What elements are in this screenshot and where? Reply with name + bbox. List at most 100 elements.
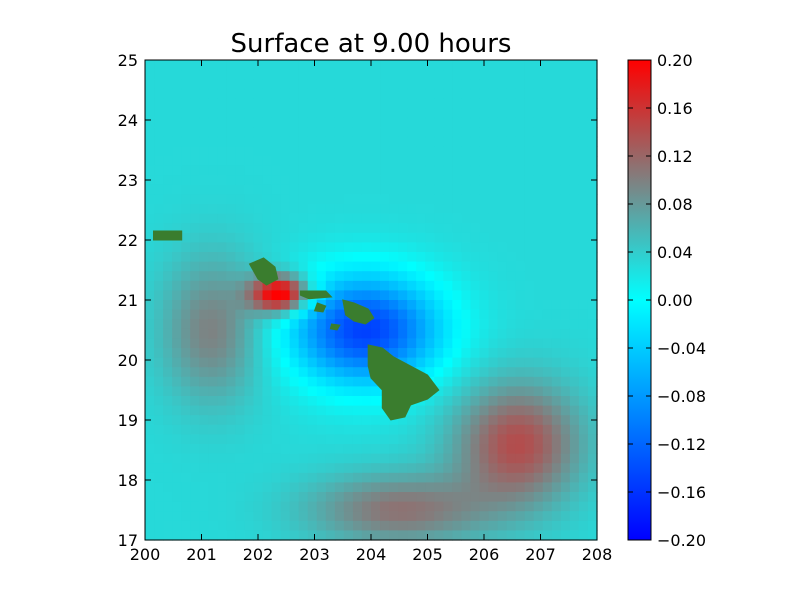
heatmap-cell — [488, 194, 499, 205]
heatmap-cell — [470, 136, 481, 147]
heatmap-cell — [515, 530, 526, 541]
heatmap-cell — [578, 338, 589, 349]
heatmap-cell — [578, 424, 589, 435]
heatmap-cell — [262, 530, 273, 541]
heatmap-cell — [172, 520, 182, 531]
heatmap-cell — [343, 319, 354, 330]
heatmap-cell — [145, 492, 155, 503]
heatmap-cell — [398, 175, 408, 186]
heatmap-cell — [172, 482, 182, 493]
heatmap-cell — [515, 213, 526, 224]
heatmap-cell — [298, 444, 309, 455]
heatmap-cell — [271, 60, 282, 71]
heatmap-cell — [452, 146, 462, 157]
heatmap-cell — [298, 252, 309, 263]
heatmap-cell — [578, 501, 589, 512]
heatmap-cell — [343, 232, 354, 243]
heatmap-cell — [479, 146, 490, 157]
heatmap-cell — [235, 127, 246, 138]
heatmap-cell — [578, 136, 589, 147]
heatmap-cell — [352, 386, 363, 397]
heatmap-cell — [325, 300, 336, 311]
heatmap-cell — [425, 127, 435, 138]
heatmap-cell — [289, 271, 300, 282]
heatmap-cell — [560, 156, 571, 167]
x-tick-label: 205 — [412, 545, 443, 564]
heatmap-cell — [479, 88, 490, 99]
heatmap-cell — [235, 223, 246, 234]
heatmap-cell — [208, 328, 218, 339]
heatmap-cell — [262, 252, 273, 263]
heatmap-cell — [289, 434, 300, 445]
heatmap-cell — [506, 232, 517, 243]
heatmap-cell — [506, 60, 517, 71]
heatmap-cell — [298, 463, 309, 474]
heatmap-cell — [334, 165, 345, 176]
heatmap-cell — [289, 405, 300, 416]
heatmap-cell — [172, 204, 182, 215]
heatmap-cell — [578, 165, 589, 176]
heatmap-cell — [434, 88, 444, 99]
heatmap-cell — [262, 117, 273, 128]
heatmap-cell — [434, 261, 444, 272]
heatmap-cell — [244, 386, 255, 397]
heatmap-cell — [145, 242, 155, 253]
heatmap-cell — [416, 204, 426, 215]
heatmap-cell — [181, 175, 191, 186]
heatmap-cell — [389, 319, 399, 330]
heatmap-cell — [587, 117, 598, 128]
heatmap-cell — [389, 338, 399, 349]
heatmap-cell — [443, 348, 453, 359]
heatmap-cell — [425, 156, 435, 167]
heatmap-cell — [325, 396, 336, 407]
heatmap-cell — [380, 501, 390, 512]
heatmap-cell — [343, 338, 354, 349]
heatmap-cell — [199, 482, 209, 493]
heatmap-cell — [398, 415, 408, 426]
heatmap-cell — [163, 146, 173, 157]
heatmap-cell — [199, 98, 209, 109]
heatmap-cell — [316, 520, 327, 531]
heatmap-cell — [145, 453, 155, 464]
heatmap-cell — [361, 319, 372, 330]
heatmap-cell — [190, 242, 200, 253]
heatmap-cell — [587, 492, 598, 503]
heatmap-cell — [190, 194, 200, 205]
heatmap-cell — [361, 415, 372, 426]
heatmap-cell — [587, 223, 598, 234]
heatmap-cell — [244, 213, 255, 224]
heatmap-cell — [289, 242, 300, 253]
heatmap-cell — [443, 309, 453, 320]
heatmap-cell — [407, 511, 417, 522]
heatmap-cell — [325, 328, 336, 339]
colorbar: 0.200.160.120.080.040.00−0.04−0.08−0.12−… — [627, 51, 706, 550]
heatmap-cell — [325, 319, 336, 330]
heatmap-cell — [361, 88, 372, 99]
heatmap-cell — [524, 60, 535, 71]
heatmap-cell — [425, 175, 435, 186]
heatmap-cell — [361, 156, 372, 167]
heatmap-cell — [434, 60, 444, 71]
heatmap-cell — [199, 300, 209, 311]
heatmap-cell — [569, 88, 580, 99]
heatmap-cell — [289, 348, 300, 359]
heatmap-cell — [307, 463, 318, 474]
heatmap-cell — [578, 213, 589, 224]
heatmap-cell — [226, 88, 236, 99]
heatmap-cell — [452, 338, 462, 349]
heatmap-cell — [172, 396, 182, 407]
heatmap-cell — [551, 88, 562, 99]
heatmap-cell — [452, 434, 462, 445]
heatmap-cell — [154, 309, 164, 320]
heatmap-cell — [334, 405, 345, 416]
heatmap-cell — [371, 204, 381, 215]
heatmap-cell — [352, 194, 363, 205]
heatmap-cell — [298, 60, 309, 71]
heatmap-cell — [253, 79, 264, 90]
heatmap-cell — [533, 156, 544, 167]
heatmap-cell — [380, 252, 390, 263]
heatmap-cell — [452, 127, 462, 138]
heatmap-cell — [298, 376, 309, 387]
heatmap-cell — [488, 261, 499, 272]
heatmap-cell — [298, 232, 309, 243]
